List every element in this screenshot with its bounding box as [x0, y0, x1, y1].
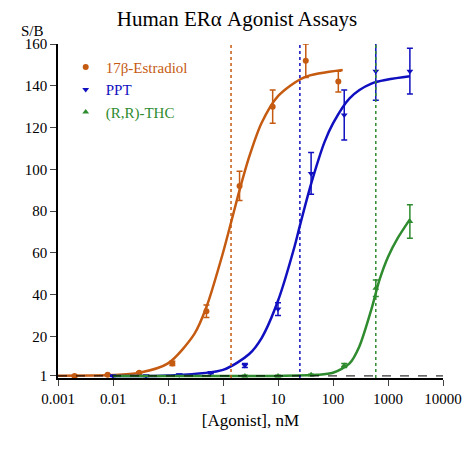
svg-text:10000: 10000	[424, 391, 462, 407]
svg-text:0.001: 0.001	[41, 391, 75, 407]
svg-text:140: 140	[25, 78, 48, 94]
svg-text:10: 10	[271, 391, 286, 407]
svg-text:17β-Estradiol: 17β-Estradiol	[106, 60, 188, 76]
svg-text:1: 1	[40, 368, 48, 384]
svg-text:100: 100	[322, 391, 345, 407]
svg-text:120: 120	[25, 120, 48, 136]
svg-text:Human ERα Agonist Assays: Human ERα Agonist Assays	[117, 7, 357, 31]
svg-text:80: 80	[32, 203, 47, 219]
svg-text:S/B: S/B	[21, 23, 44, 39]
svg-text:1000: 1000	[373, 391, 403, 407]
svg-text:1: 1	[219, 391, 227, 407]
svg-text:0.1: 0.1	[159, 391, 178, 407]
svg-text:160: 160	[25, 36, 48, 52]
svg-text:20: 20	[32, 329, 47, 345]
svg-text:100: 100	[25, 162, 48, 178]
svg-text:60: 60	[32, 245, 47, 261]
svg-text:0.01: 0.01	[100, 391, 126, 407]
svg-text:(R,R)-THC: (R,R)-THC	[106, 105, 175, 122]
svg-text:40: 40	[32, 287, 47, 303]
svg-text:[Agonist], nM: [Agonist], nM	[202, 411, 299, 430]
svg-text:PPT: PPT	[106, 82, 132, 98]
